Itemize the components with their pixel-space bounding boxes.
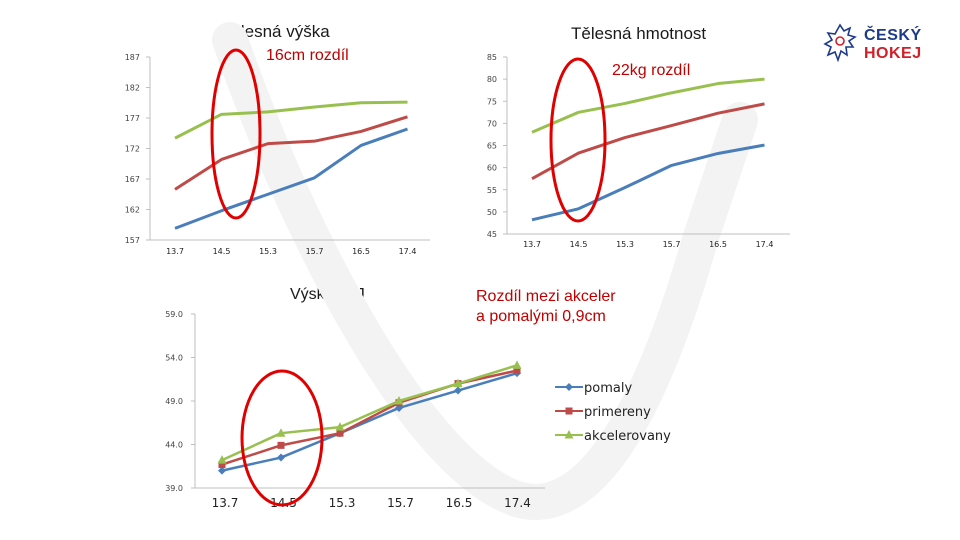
- sj-y-tick-label: 39.0: [165, 484, 183, 493]
- legend-marker-akcelerovany: [564, 430, 574, 439]
- weight-x-tick-label: 13.7: [523, 240, 541, 249]
- sj-point-primereny: [336, 429, 344, 437]
- sj-x-tick-label: 15.3: [329, 496, 356, 510]
- weight-x-tick-label: 17.4: [756, 240, 774, 249]
- sj-x-tick-label: 15.7: [387, 496, 414, 510]
- logo-text-line1: ČESKÝ: [864, 27, 922, 44]
- weight-y-tick-label: 55: [487, 186, 497, 195]
- sj-point-pomaly: [218, 466, 226, 475]
- weight-y-tick-label: 75: [487, 97, 497, 106]
- logo-text-line2: HOKEJ: [864, 45, 922, 62]
- sj-point-pomaly: [454, 386, 462, 395]
- sj-point-akcelerovany: [217, 455, 227, 464]
- height-y-tick-label: 157: [125, 236, 140, 245]
- weight-y-tick-label: 60: [487, 164, 497, 173]
- sj-point-primereny: [218, 461, 226, 469]
- weight-series-line-pomaly: [531, 143, 765, 222]
- legend-marker-pomaly: [565, 383, 573, 391]
- height-y-tick-label: 187: [125, 53, 140, 62]
- weight-x-tick-label: 15.3: [616, 240, 634, 249]
- weight-y-tick-label: 85: [487, 53, 497, 62]
- weight-y-tick-label: 80: [487, 75, 497, 84]
- weight-series-line-primereny: [531, 102, 765, 181]
- weight-series-line-akcelerovany: [531, 77, 765, 134]
- sj-y-tick-label: 54.0: [165, 354, 183, 363]
- height-x-tick-label: 15.7: [306, 247, 324, 256]
- height-chart-title: Tělesná výška: [221, 22, 330, 41]
- sj-point-akcelerovany: [512, 360, 522, 369]
- sj-point-primereny: [277, 441, 285, 449]
- sj-x-tick-label: 13.7: [212, 496, 239, 510]
- cesky-hokej-logo: ČESKÝ HOKEJ: [820, 22, 930, 72]
- sj-point-akcelerovany: [335, 422, 345, 431]
- lion-emblem-icon: [823, 23, 857, 63]
- sj-y-tick-label: 44.0: [165, 441, 183, 450]
- height-y-tick-label: 162: [125, 206, 140, 215]
- sj-y-tick-label: 59.0: [165, 310, 183, 319]
- weight-highlight-ellipse: [549, 57, 607, 223]
- background-watermark: [212, 22, 758, 520]
- weight-x-tick-label: 16.5: [709, 240, 727, 249]
- weight-diff-annotation: 22kg rozdíl: [612, 62, 691, 79]
- sj-x-tick-label: 14.5: [270, 496, 297, 510]
- weight-x-tick-label: 15.7: [663, 240, 681, 249]
- weight-y-tick-label: 45: [487, 230, 497, 239]
- height-y-tick-label: 172: [125, 145, 140, 154]
- sj-series-line-pomaly: [221, 371, 518, 472]
- sj-point-primereny: [513, 367, 521, 375]
- sj-x-tick-label: 16.5: [446, 496, 473, 510]
- weight-y-tick-label: 65: [487, 142, 497, 151]
- legend-label-akcelerovany: akcelerovany: [584, 429, 671, 444]
- height-y-tick-label: 182: [125, 84, 140, 93]
- height-series-line-akcelerovany: [174, 100, 408, 140]
- sj-point-akcelerovany: [453, 378, 463, 388]
- weight-x-tick-label: 14.5: [570, 240, 588, 249]
- height-x-tick-label: 17.4: [399, 247, 417, 256]
- height-x-tick-label: 14.5: [213, 247, 231, 256]
- sj-series-line-akcelerovany: [221, 364, 518, 462]
- height-y-tick-label: 177: [125, 114, 140, 123]
- height-x-tick-label: 16.5: [352, 247, 370, 256]
- legend-marker-primereny: [565, 407, 573, 415]
- height-x-tick-label: 13.7: [166, 247, 184, 256]
- weight-chart-title: Tělesná hmotnost: [571, 24, 707, 43]
- sj-point-pomaly: [277, 453, 285, 462]
- weight-y-tick-label: 70: [487, 119, 497, 128]
- sj-highlight-ellipse: [240, 369, 324, 507]
- weight-y-tick-label: 50: [487, 208, 497, 217]
- legend-label-pomaly: pomaly: [584, 381, 632, 396]
- height-y-tick-label: 167: [125, 175, 140, 184]
- sj-point-akcelerovany: [276, 428, 286, 437]
- sj-diff-annotation: Rozdíl mezi akceler a pomalými 0,9cm: [476, 288, 616, 325]
- sj-y-tick-label: 49.0: [165, 397, 183, 406]
- legend-label-primereny: primereny: [584, 405, 651, 420]
- sj-point-akcelerovany: [394, 396, 404, 405]
- height-x-tick-label: 15.3: [259, 247, 277, 256]
- height-highlight-ellipse: [210, 48, 262, 220]
- height-series-line-pomaly: [174, 127, 409, 230]
- sj-x-tick-label: 17.4: [504, 496, 531, 510]
- height-diff-annotation: 16cm rozdíl: [266, 47, 349, 64]
